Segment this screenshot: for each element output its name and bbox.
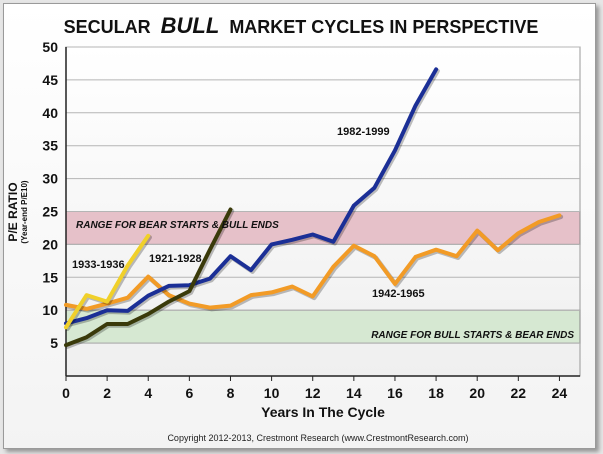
y-tick-labels: 5 10 15 20 25 30 35 40 45 50 (42, 39, 58, 351)
x-tick-label: 4 (144, 385, 152, 401)
chart-title: SECULAR BULL MARKET CYCLES IN PERSPECTIVE (64, 13, 539, 38)
x-tick-label: 6 (185, 385, 193, 401)
title-prefix: SECULAR (64, 17, 151, 37)
series-label-1933-1936: 1933-1936 (72, 259, 125, 271)
x-tick-label: 22 (511, 385, 527, 401)
y-tick-label: 45 (42, 72, 58, 88)
series-label-1982-1999: 1982-1999 (337, 126, 390, 138)
y-tick-label: 25 (42, 204, 58, 220)
series-line-1982-1999 (64, 67, 439, 326)
x-tick-label: 16 (387, 385, 403, 401)
y-tick-label: 30 (42, 171, 58, 187)
x-tick-label: 0 (62, 385, 70, 401)
x-tick-label: 10 (264, 385, 280, 401)
y-tick-label: 5 (50, 335, 58, 351)
series-shadow-1921-1928 (65, 208, 235, 349)
y-tick-label: 40 (42, 105, 58, 121)
x-tick-label: 20 (469, 385, 485, 401)
grid-layer (66, 46, 580, 344)
x-tick-labels: 0 2 4 6 8 10 12 14 16 18 20 22 24 (62, 376, 567, 401)
x-tick-label: 18 (428, 385, 444, 401)
series-label-1942-1965: 1942-1965 (372, 288, 425, 300)
x-tick-label: 8 (227, 385, 235, 401)
series-line-1942-1965 (64, 213, 562, 311)
series-layer (64, 67, 564, 349)
series-label-1921-1928: 1921-1928 (149, 253, 202, 265)
y-axis-title: P/E RATIO (6, 182, 20, 241)
x-tick-label: 12 (305, 385, 321, 401)
series-line-1933-1936 (64, 233, 151, 330)
y-tick-label: 50 (42, 39, 58, 55)
band-label-bear-starts: RANGE FOR BEAR STARTS & BULL ENDS (76, 220, 279, 231)
series-line-1921-1928 (64, 207, 233, 348)
series-shadow-1982-1999 (65, 68, 440, 328)
title-emphasis: BULL (161, 13, 220, 38)
y-tick-label: 35 (42, 138, 58, 154)
series-shadow-1933-1936 (65, 235, 152, 332)
y-tick-label: 15 (42, 269, 58, 285)
y-axis-subtitle: (Year-end P/E10) (20, 180, 29, 243)
y-tick-label: 10 (42, 302, 58, 318)
x-tick-label: 14 (346, 385, 362, 401)
title-suffix: MARKET CYCLES IN PERSPECTIVE (229, 17, 538, 37)
copyright-note: Copyright 2012-2013, Crestmont Research … (167, 433, 468, 443)
x-tick-label: 2 (103, 385, 111, 401)
band-1 (65, 309, 581, 344)
band-label-bull-starts: RANGE FOR BULL STARTS & BEAR ENDS (371, 330, 574, 341)
y-tick-label: 20 (42, 236, 58, 252)
x-axis-title: Years In The Cycle (261, 404, 385, 420)
x-tick-label: 24 (552, 385, 568, 401)
